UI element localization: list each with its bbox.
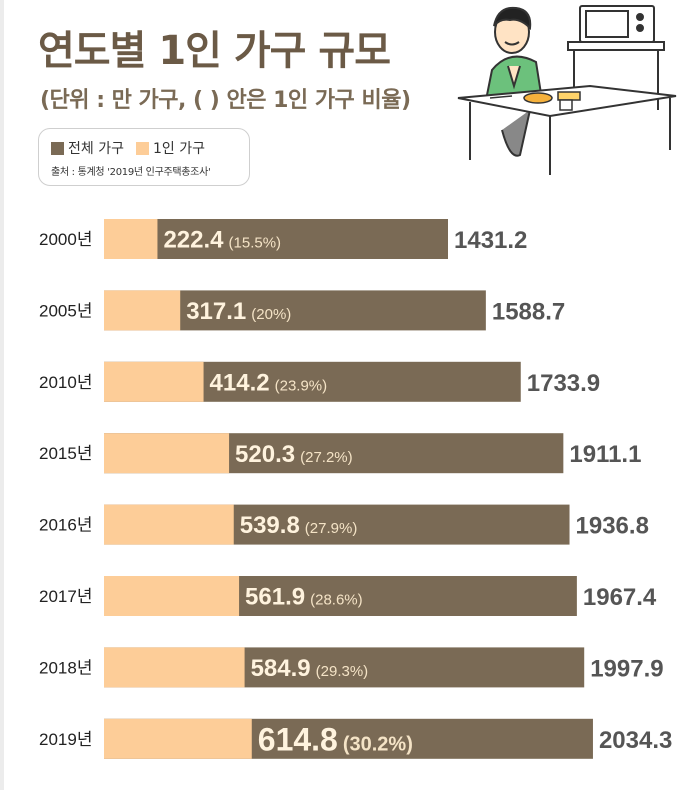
year-label: 2016년 [39,516,92,535]
bar-single [104,647,245,688]
bar-single [104,576,240,616]
total-value-label: 2034.3 [599,727,672,754]
legend-label-total: 전체 가구 [68,141,124,157]
single-value-label: 317.1 (20%) [186,298,291,325]
bar-single [104,361,204,402]
source-note: 출처 : 통계청 '2019년 인구주택총조사' [51,167,211,178]
bar-row: 2017년 561.9 (28.6%) 1967.4 [39,576,657,616]
page-subtitle: (단위 : 만 가구, ( ) 안은 1인 가구 비율) [40,88,411,113]
illustration-person-eating [457,5,677,175]
total-value-label: 1431.2 [454,227,527,254]
legend-label-single: 1인 가구 [152,141,205,157]
bars-layer: 2000년 222.4 (15.5%) 1431.2 2005년 317.1 (20%) 15… [39,219,672,759]
bar-row: 2019년 614.8 (30.2%) 2034.3 [39,718,672,759]
total-value-label: 1936.8 [576,513,649,540]
left-border [0,0,4,790]
total-value-label: 1911.1 [569,441,641,468]
single-value-label: 584.9 (29.3%) [251,655,369,682]
legend-swatch-total [51,141,64,155]
bar-single [104,433,230,474]
bar-single [104,718,252,759]
bar-row: 2015년 520.3 (27.2%) 1911.1 [39,433,641,474]
person-icon [484,6,544,157]
bar-single [104,290,181,331]
total-value-label: 1733.9 [527,370,600,397]
total-value-label: 1588.7 [492,298,565,325]
total-value-label: 1967.4 [583,584,657,611]
food-icon [489,91,581,111]
year-label: 2000년 [39,230,92,249]
year-label: 2005년 [39,301,92,320]
bar-row: 2005년 317.1 (20%) 1588.7 [39,290,565,331]
total-value-label: 1997.9 [590,655,663,682]
bar-single [104,219,158,259]
year-label: 2015년 [39,444,92,463]
bar-row: 2000년 222.4 (15.5%) 1431.2 [39,219,527,259]
year-label: 2017년 [39,587,92,606]
microwave-icon [579,5,655,43]
legend-items: 전체 가구 1인 가구 [51,137,239,159]
bar-row: 2018년 584.9 (29.3%) 1997.9 [39,647,664,688]
single-value-label: 414.2 (23.9%) [210,369,328,396]
year-label: 2018년 [39,658,92,677]
page-title: 연도별 1인 가구 규모 [38,28,391,74]
single-value-label: 561.9 (28.6%) [245,584,363,611]
bar-row: 2010년 414.2 (23.9%) 1733.9 [39,361,600,402]
single-value-label: 539.8 (27.9%) [240,512,358,539]
legend-swatch-single [135,141,149,155]
bar-single [104,504,234,545]
bar-row: 2016년 539.8 (27.9%) 1936.8 [39,504,649,545]
single-value-label: 520.3 (27.2%) [235,441,353,468]
year-label: 2019년 [39,730,92,749]
legend: 전체 가구 1인 가구 출처 : 통계청 '2019년 인구주택총조사' [38,128,250,186]
single-value-label: 614.8 (30.2%) [258,721,413,757]
bar-total [104,219,448,259]
year-label: 2010년 [39,373,92,392]
single-value-label: 222.4 (15.5%) [163,227,281,254]
